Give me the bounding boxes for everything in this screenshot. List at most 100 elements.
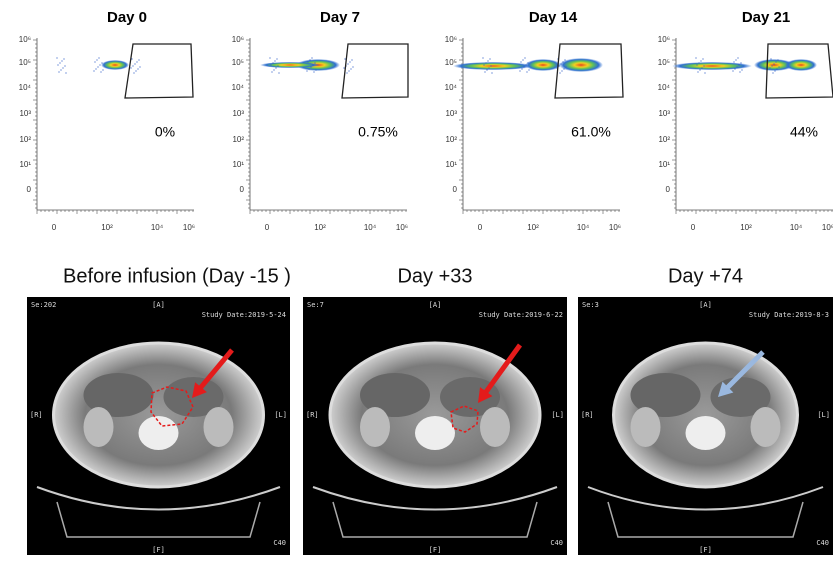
gate-percent: 61.0%	[571, 124, 611, 140]
table	[36, 486, 281, 511]
event-dot	[343, 67, 345, 69]
event-dot	[314, 62, 316, 64]
overlay-text: Se:3	[582, 301, 599, 309]
flow-panel: Day 21 10⁶ 10⁵ 10⁴ 10³ 10² 10¹ 0 0 10² 10⁴ 10⁶ 44%	[658, 9, 833, 232]
cell-population	[260, 62, 320, 68]
x-tick-label: 10⁶	[609, 223, 621, 232]
event-dot	[306, 70, 308, 72]
panel-title: Day 14	[529, 9, 578, 26]
event-dot	[483, 64, 485, 66]
panel-title: Day 0	[107, 9, 147, 26]
event-dot	[349, 61, 351, 63]
event-dot	[526, 71, 528, 73]
event-dot	[772, 72, 774, 74]
kidney	[83, 407, 114, 447]
event-dot	[137, 68, 139, 70]
x-tick-label: 10²	[740, 223, 752, 232]
event-dot	[487, 60, 489, 62]
orientation: [R]	[306, 411, 319, 419]
event-dot	[307, 61, 309, 63]
event-dot	[519, 70, 521, 72]
event-dot	[62, 67, 64, 69]
y-tick-label: 10¹	[445, 160, 457, 169]
orientation: [R]	[581, 411, 594, 419]
event-dot	[101, 62, 103, 64]
event-dot	[700, 60, 702, 62]
event-dot	[130, 67, 132, 69]
overlay-text: C40	[550, 539, 563, 547]
ct-panel: Day +74 Se:3 Study Date:2019-8-3 C40 [A] [F] […	[578, 265, 833, 555]
x-tick-label: 10⁴	[364, 223, 377, 232]
event-dot	[527, 62, 529, 64]
event-dot	[269, 57, 271, 59]
event-dot	[734, 68, 736, 70]
kidney	[480, 407, 510, 447]
y-tick-label: 10⁴	[19, 83, 32, 92]
overlay-text: Study Date:2019-6-22	[479, 311, 563, 319]
event-dot	[695, 57, 697, 59]
y-tick-label: 10⁶	[445, 35, 457, 44]
event-dot	[346, 72, 348, 74]
y-tick-label: 10¹	[658, 160, 670, 169]
event-dot	[738, 64, 740, 66]
event-dot	[276, 58, 278, 60]
y-tick-label: 10³	[19, 109, 31, 118]
gate	[341, 43, 409, 99]
event-dot	[564, 59, 566, 61]
arrow	[481, 343, 523, 397]
event-dot	[520, 61, 522, 63]
y-tick-label: 0	[666, 185, 671, 194]
arrow-head	[192, 382, 207, 398]
y-tick-label: 10²	[445, 135, 457, 144]
orientation: [L]	[817, 411, 830, 419]
event-dot	[739, 71, 741, 73]
gate-percent: 0%	[155, 124, 175, 140]
y-tick-label: 0	[453, 185, 458, 194]
event-dot	[61, 60, 63, 62]
overlay-text: Study Date:2019-8-3	[749, 311, 829, 319]
flow-panel: Day 0 10⁶ 10⁵ 10⁴ 10³ 10² 10¹ 0 0 10² 10⁴ 10⁶ 0%	[19, 9, 195, 232]
vertebra	[685, 416, 726, 450]
event-dot	[774, 70, 776, 72]
y-tick-label: 10²	[658, 135, 670, 144]
event-dot	[270, 64, 272, 66]
event-dot	[741, 69, 743, 71]
event-dot	[561, 70, 563, 72]
event-dot	[313, 71, 315, 73]
cell-population	[754, 59, 794, 71]
ct-panel: Before infusion (Day -15 ) Se:202 Study Da…	[27, 265, 291, 555]
x-tick-label: 10²	[101, 223, 113, 232]
x-tick-label: 10⁶	[396, 223, 408, 232]
event-dot	[98, 57, 100, 59]
orientation: [F]	[699, 546, 712, 554]
panel-title: Day 7	[320, 9, 360, 26]
event-dot	[272, 62, 274, 64]
event-dot	[486, 69, 488, 71]
y-tick-label: 10³	[445, 109, 457, 118]
event-dot	[132, 65, 134, 67]
gate	[554, 43, 624, 99]
panel-title: Day +33	[397, 265, 472, 287]
flow-panel: Day 7 10⁶ 10⁵ 10⁴ 10³ 10² 10¹ 0 0 10² 10⁴ 10⁶ 0.75%	[232, 9, 409, 232]
event-dot	[352, 66, 354, 68]
event-dot	[96, 59, 98, 61]
y-tick-label: 10⁴	[232, 83, 245, 92]
event-dot	[704, 72, 706, 74]
event-dot	[521, 68, 523, 70]
x-tick-label: 0	[52, 223, 57, 232]
y-tick-label: 10⁶	[19, 35, 31, 44]
event-dot	[351, 59, 353, 61]
event-dot	[697, 71, 699, 73]
cell-population	[559, 58, 603, 72]
cell-population	[525, 59, 561, 71]
x-tick-label: 10⁴	[151, 223, 164, 232]
event-dot	[102, 69, 104, 71]
panel-title: Before infusion (Day -15 )	[63, 265, 291, 287]
event-dot	[308, 68, 310, 70]
event-dot	[775, 61, 777, 63]
event-dot	[490, 65, 492, 67]
arrow-head	[478, 387, 493, 403]
event-dot	[348, 70, 350, 72]
event-dot	[524, 57, 526, 59]
table	[587, 486, 824, 511]
